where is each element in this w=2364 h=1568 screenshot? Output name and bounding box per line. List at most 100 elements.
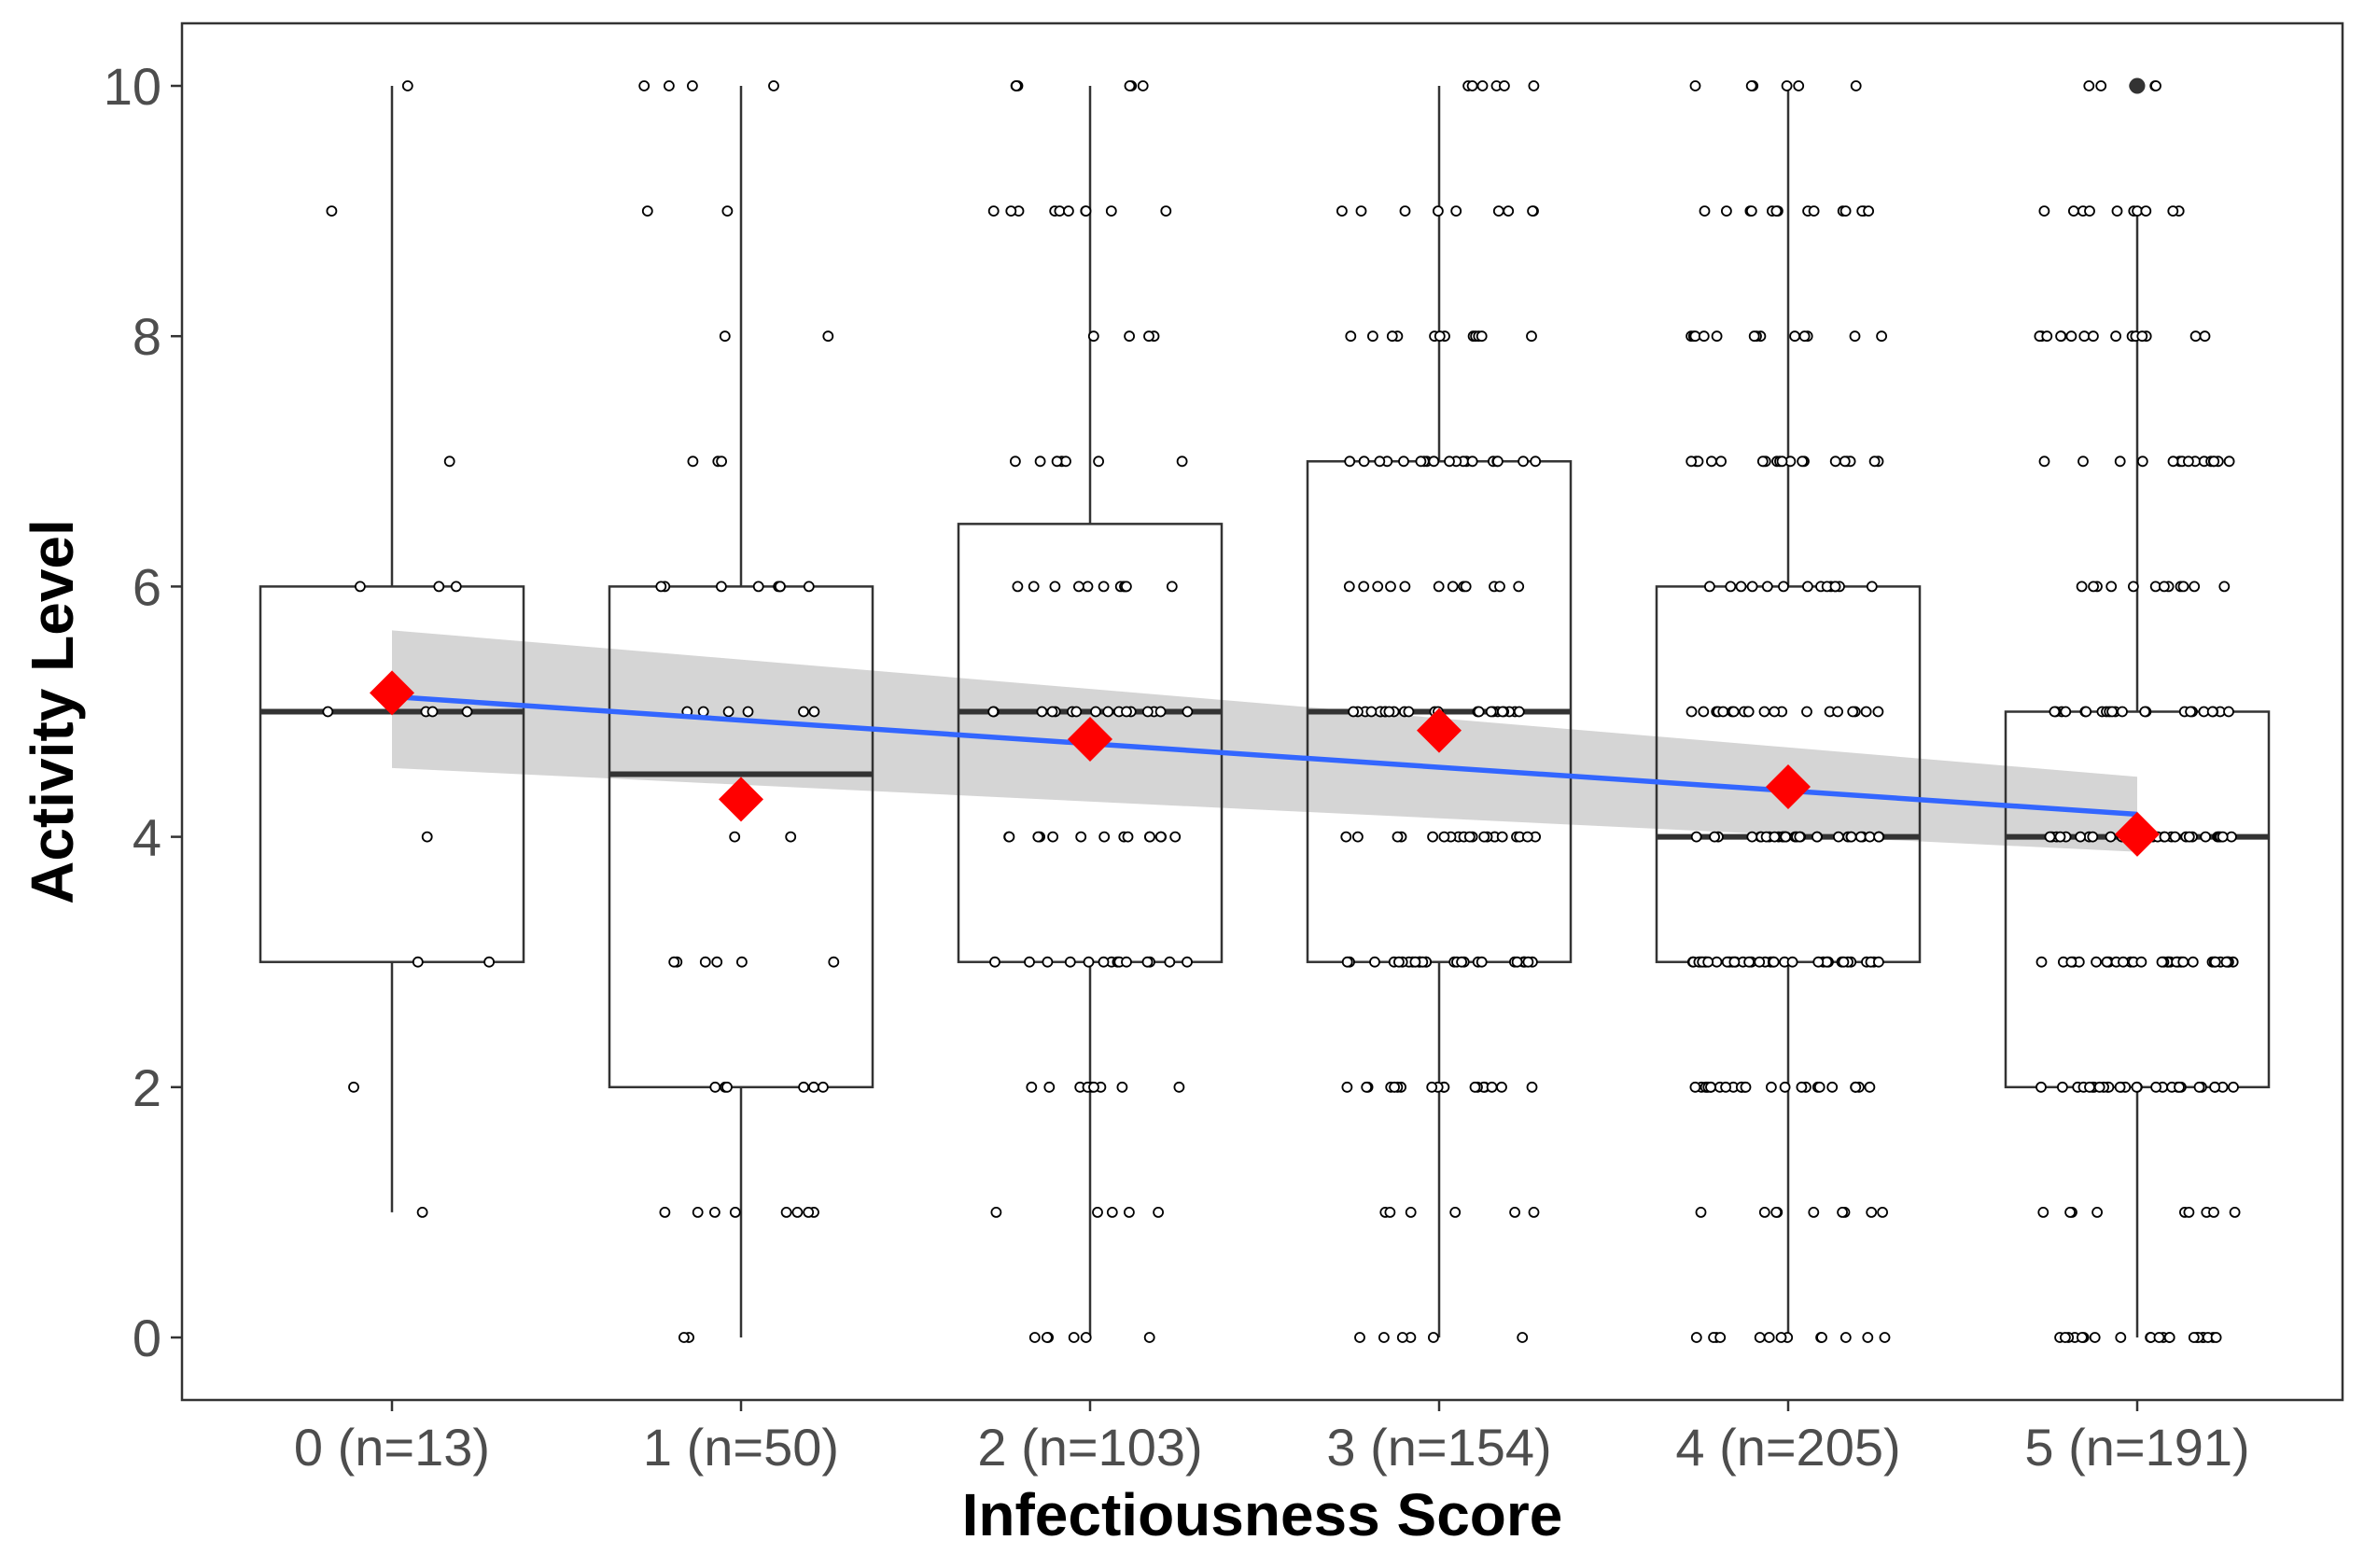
mean-marker-0 — [370, 670, 414, 716]
jitter-point — [1374, 455, 1386, 468]
jitter-point — [2115, 1332, 2127, 1343]
jitter-point — [1456, 956, 1467, 968]
jitter-point — [1798, 330, 1811, 343]
regression-line — [391, 693, 2138, 818]
jitter-point — [2076, 1332, 2088, 1343]
jitter-point — [1336, 205, 1348, 217]
jitter-point — [1043, 1081, 1056, 1093]
jitter-point — [678, 1332, 690, 1343]
jitter-point — [1042, 1332, 1053, 1343]
jitter-point — [1080, 1332, 1092, 1343]
jitter-point — [1063, 205, 1074, 217]
jitter-point — [1847, 706, 1859, 718]
jitter-point — [1513, 706, 1525, 718]
jitter-point — [1778, 581, 1789, 593]
jitter-point — [1879, 1332, 1891, 1343]
jitter-point — [989, 956, 1000, 968]
jitter-point — [1348, 706, 1359, 718]
jitter-point — [752, 581, 764, 593]
mean-marker-2 — [1068, 717, 1112, 763]
jitter-point — [768, 80, 779, 91]
jitter-point — [803, 1207, 815, 1218]
jitter-point — [1699, 205, 1711, 217]
jitter-point — [711, 956, 723, 968]
jitter-point — [2183, 1207, 2195, 1218]
jitter-point — [687, 80, 698, 91]
jitter-point — [1433, 581, 1445, 593]
jitter-point — [1530, 455, 1542, 468]
jitter-point — [987, 205, 1000, 217]
jitter-point — [1839, 1332, 1852, 1343]
jitter-point — [1051, 455, 1063, 468]
jitter-point — [709, 1207, 720, 1218]
jitter-point — [421, 831, 433, 843]
jitter-point — [1367, 330, 1378, 343]
jitter-point — [2093, 1081, 2105, 1093]
jitter-point — [1769, 706, 1781, 718]
jitter-point — [1527, 205, 1538, 217]
jitter-point — [1340, 831, 1352, 843]
jitter-point — [2059, 1332, 2071, 1343]
jitter-point — [1460, 581, 1472, 593]
jitter-point — [1047, 831, 1058, 843]
jitter-point — [1124, 330, 1135, 343]
jitter-point — [1742, 706, 1755, 718]
jitter-point — [1399, 581, 1411, 593]
jitter-point — [416, 1207, 428, 1218]
jitter-point — [1850, 80, 1862, 91]
jitter-point — [1463, 831, 1476, 843]
jitter-point — [322, 706, 334, 718]
jitter-point — [1398, 455, 1409, 468]
jitter-point — [1355, 205, 1367, 217]
jitter-point — [1478, 831, 1490, 843]
jitter-point — [1466, 455, 1478, 468]
jitter-point — [1695, 1207, 1707, 1218]
jitter-point — [1090, 706, 1101, 718]
jitter-point — [1116, 1081, 1128, 1093]
jitter-point — [1689, 1081, 1701, 1093]
jitter-point — [2136, 455, 2148, 468]
jitter-point — [1358, 581, 1370, 593]
jitter-point — [1526, 330, 1537, 343]
jitter-point — [1143, 1332, 1155, 1343]
jitter-point — [326, 205, 338, 217]
jitter-point — [1720, 1081, 1731, 1093]
axes-layer: 0 2 4 6 8 10 0 (n=13) 1 (n=50) 2 (n=103) 3 (n=154… — [104, 57, 2250, 1477]
jitter-point — [1121, 706, 1132, 718]
y-tick-label: 0 — [133, 1309, 161, 1367]
jitter-point — [1522, 956, 1534, 968]
jitter-point — [1813, 1081, 1825, 1093]
jitter-point — [1496, 831, 1508, 843]
jitter-point — [1098, 956, 1110, 968]
jitter-point — [1166, 581, 1178, 593]
jitter-point — [1141, 956, 1154, 968]
jitter-point — [1528, 80, 1540, 91]
jitter-point — [1714, 1332, 1727, 1343]
y-tick-label: 10 — [104, 57, 161, 116]
jitter-point — [1160, 205, 1172, 217]
jitter-point — [1775, 1332, 1787, 1343]
jitter-point — [2091, 1207, 2104, 1218]
jitter-point — [1182, 706, 1194, 718]
jitter-point — [1396, 1332, 1408, 1343]
jitter-point — [1082, 581, 1094, 593]
jitter-point — [699, 956, 711, 968]
jitter-point — [1083, 956, 1095, 968]
jitter-point — [659, 1207, 671, 1218]
jitter-point — [1028, 1332, 1041, 1343]
jitter-point — [1154, 706, 1167, 718]
jitter-point — [1872, 706, 1884, 718]
jitter-point — [1850, 1081, 1862, 1093]
jitter-point — [1121, 581, 1132, 593]
jitter-point — [2140, 205, 2152, 217]
jitter-point — [1011, 80, 1022, 91]
jitter-point — [1098, 831, 1111, 843]
jitter-point — [1068, 1332, 1080, 1343]
jitter-point — [1444, 455, 1455, 468]
jitter-point — [2169, 831, 2181, 843]
jitter-point — [716, 581, 727, 593]
jitter-point — [2187, 956, 2199, 968]
jitter-point — [1518, 455, 1529, 468]
jitter-point — [780, 1207, 792, 1218]
jitter-point — [1496, 1081, 1507, 1093]
